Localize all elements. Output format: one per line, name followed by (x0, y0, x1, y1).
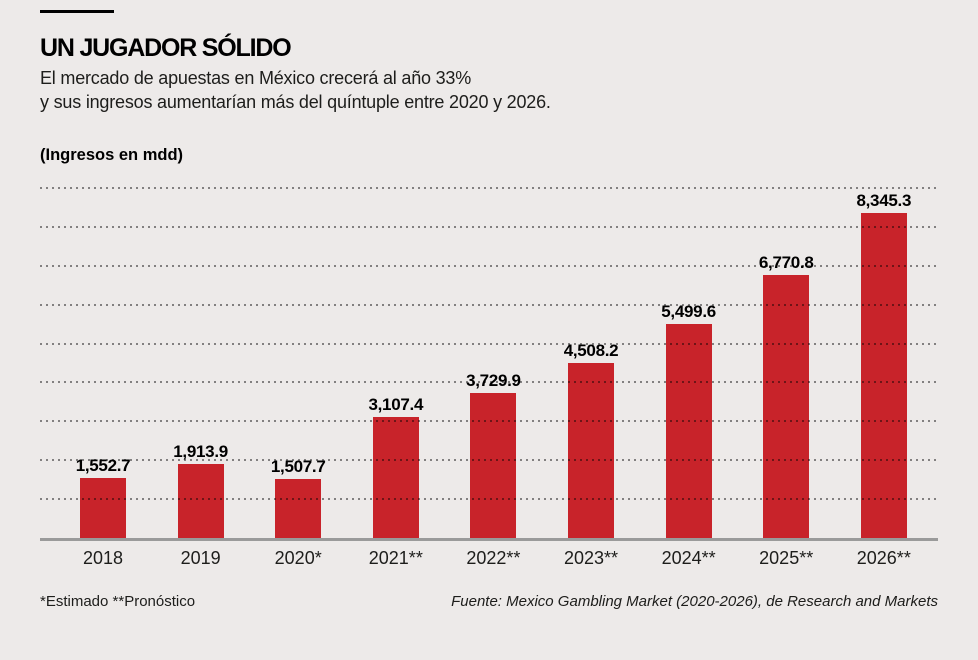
bar-2020* (275, 479, 322, 538)
unit-label: (Ingresos en mdd) (40, 146, 184, 164)
bar-value-label: 5,499.6 (661, 302, 716, 321)
top-rule (40, 10, 114, 13)
gridline-5000 (40, 342, 938, 345)
bar-chart-plot-area: 1,552.7 1,913.9 1,507.7 3,107.4 3,729.9 4,508… (40, 187, 938, 541)
x-axis-label: 2018 (82, 548, 124, 568)
bar-value-label: 6,770.8 (758, 253, 814, 272)
gridline-9000 (40, 187, 938, 189)
bar-value-label: 1,913.9 (173, 442, 228, 461)
bar-2026** (860, 213, 907, 538)
bar-value-label: 1,552.7 (75, 456, 131, 475)
gridline-2000 (40, 459, 938, 462)
gridline-7000 (40, 264, 938, 267)
gridline-6000 (40, 303, 938, 306)
source-credit: Fuente: Mexico Gambling Market (2020-202… (451, 593, 938, 610)
bar-2021** (372, 417, 419, 538)
gridline-4000 (40, 381, 938, 384)
chart-title: UN JUGADOR SÓLIDO (40, 34, 292, 62)
bar-value-label: 3,729.9 (466, 371, 521, 390)
gridline-3000 (40, 420, 938, 423)
x-axis-label: 2023** (563, 548, 619, 568)
bar-2023** (568, 363, 614, 538)
bar-2019 (177, 464, 224, 538)
bar-value-label: 8,345.3 (856, 191, 912, 210)
x-axis-label: 2026** (856, 548, 911, 568)
footnote: *Estimado **Pronóstico (40, 593, 196, 610)
bar-2024** (665, 324, 712, 538)
x-axis-label: 2025** (759, 548, 814, 568)
x-axis-label: 2019 (180, 548, 221, 568)
bar-value-label: 3,107.4 (368, 395, 424, 414)
subtitle-line-1: El mercado de apuestas en México crecerá… (40, 68, 472, 88)
gridline-1000 (40, 498, 938, 501)
x-axis-label: 2021** (368, 548, 423, 568)
gridline-8000 (40, 225, 938, 228)
x-axis-label: 2020* (274, 548, 322, 568)
bar-value-label: 1,507.7 (270, 457, 326, 476)
chart-subtitle: El mercado de apuestas en México crecerá… (40, 66, 551, 114)
x-axis-label: 2022** (466, 548, 521, 568)
bar-2025** (763, 275, 810, 538)
subtitle-line-2: y sus ingresos aumentarían más del quínt… (40, 92, 551, 112)
bar-2022** (470, 393, 517, 538)
bar-value-label: 4,508.2 (563, 341, 619, 360)
bar-2018 (80, 478, 126, 538)
x-axis-label: 2024** (661, 548, 716, 568)
x-axis-line (40, 538, 938, 541)
